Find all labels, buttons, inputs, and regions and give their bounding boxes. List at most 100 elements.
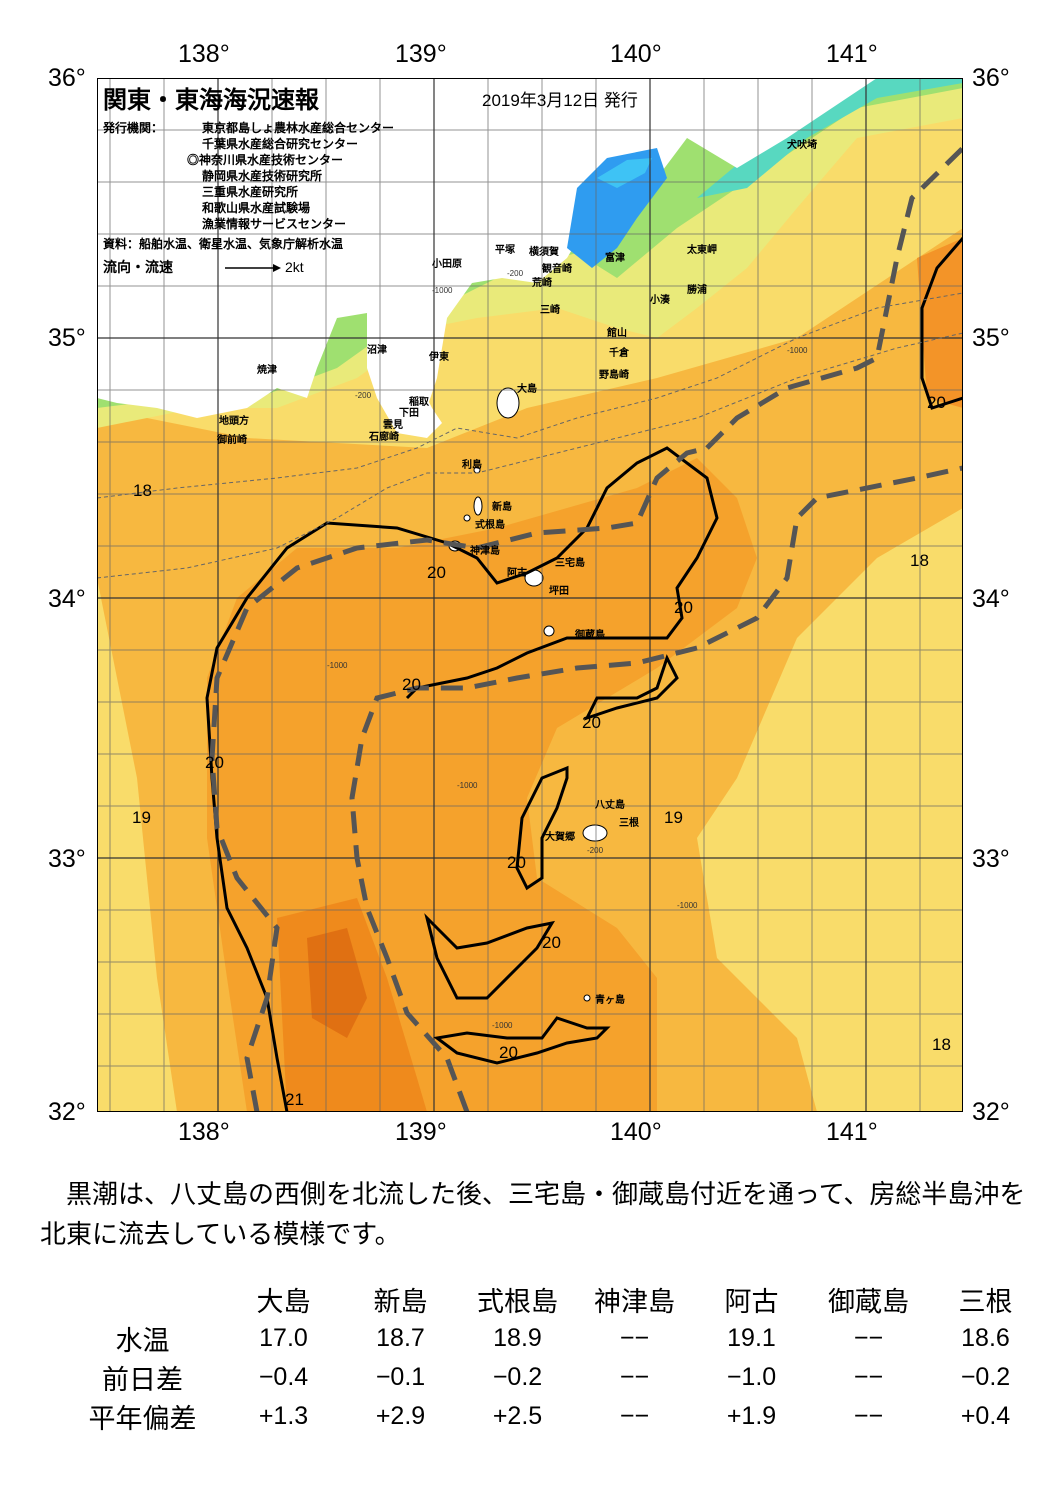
place-jitogata: 地頭方 [219, 414, 249, 427]
lat-label-right-36: 36° [972, 64, 1010, 92]
place-inubozaki: 犬吠埼 [787, 138, 817, 151]
current-legend-arrowhead [273, 264, 281, 272]
place-niijima: 新島 [492, 500, 512, 513]
table-cell: +2.5 [492, 1402, 543, 1430]
table-cell: −1.0 [726, 1363, 777, 1391]
aogashima-island [583, 994, 591, 1002]
table-cell: −− [853, 1324, 884, 1352]
table-cell: 19.1 [727, 1324, 776, 1352]
place-futtsu: 富津 [605, 251, 625, 264]
table-cell: −0.2 [960, 1363, 1011, 1391]
shikinejima-island [463, 514, 471, 522]
place-kozushima: 神津島 [470, 544, 500, 557]
lat-label-right-33: 33° [972, 845, 1010, 873]
isotherm-label-18: 18 [932, 1035, 951, 1054]
lon-label-bottom-139: 139° [395, 1118, 447, 1146]
place-misaki: 三崎 [540, 303, 560, 316]
depth-contour-200 [97, 292, 963, 499]
place-numazu: 沼津 [367, 343, 387, 356]
place-shikinejima: 式根島 [475, 518, 505, 531]
place-aogashima: 青ヶ島 [595, 993, 625, 1006]
table-cell: 18.7 [376, 1324, 425, 1352]
niijima-island [473, 496, 483, 516]
isotherm-label-20: 20 [542, 933, 561, 952]
column-header: 御蔵島 [828, 1287, 909, 1317]
lon-label-top-139: 139° [395, 40, 447, 68]
lat-label-left-34: 34° [48, 585, 86, 613]
isotherm-20c-south [424, 913, 556, 1000]
table-cell: −− [619, 1363, 650, 1391]
issue-date: 2019年3月12日 発行 [482, 91, 638, 110]
column-header: 三根 [958, 1287, 1013, 1317]
lat-label-left-36: 36° [48, 64, 86, 92]
place-toshima: 利島 [462, 458, 482, 471]
depth-label-1000: -1000 [492, 1021, 513, 1030]
agency-0: 東京都島しょ農林水産総合センター [202, 120, 394, 135]
depth-label-1000: -1000 [787, 346, 808, 355]
isotherm-label-20: 20 [927, 393, 946, 412]
isotherm-label-18: 18 [133, 481, 152, 500]
coastal-cyan-band [697, 78, 963, 198]
summary-text: 黒潮は、八丈島の西側を北流した後、三宅島・御蔵島付近を通って、房総半島沖を北東に… [40, 1180, 1026, 1250]
observation-table: 大島 新島 式根島 神津島 阿古 御蔵島 三根 水温 17.0 18.7 18.… [60, 1280, 1044, 1436]
isotherm-label-21: 21 [285, 1090, 304, 1109]
table-cell: +1.3 [258, 1402, 309, 1430]
place-kumomi: 雲見 [383, 419, 403, 431]
table-cell: −− [853, 1363, 884, 1391]
table-row: 水温 17.0 18.7 18.9 −− 19.1 −− 18.6 [60, 1319, 1044, 1358]
place-inatori: 稲取 [409, 395, 430, 408]
lon-label-top-141: 141° [826, 40, 878, 68]
agency-1: 千葉県水産総合研究センター [202, 136, 358, 151]
table-cell: 18.6 [961, 1324, 1010, 1352]
table-row: 平年偏差 +1.3 +2.9 +2.5 −− +1.9 −− +0.4 [60, 1397, 1044, 1436]
place-yokosuka: 横須賀 [529, 245, 559, 258]
current-legend-speed: 2kt [285, 259, 304, 275]
agency-3: 静岡県水産技術研究所 [202, 168, 322, 183]
isotherm-label-20: 20 [674, 598, 693, 617]
isotherm-label-20: 20 [427, 563, 446, 582]
place-arasaki: 荒崎 [531, 276, 552, 289]
izu-peninsula [367, 313, 442, 438]
column-header: 式根島 [477, 1287, 558, 1317]
table-cell: 18.9 [493, 1324, 542, 1352]
place-kannonzaki: 観音崎 [542, 262, 572, 275]
hachijojima-island [582, 824, 608, 842]
agency-5: 和歌山県水産試験場 [201, 200, 310, 215]
place-mikurajima: 御蔵島 [574, 628, 605, 641]
mikurajima-island [543, 625, 555, 637]
depth-label-1000: -1000 [327, 661, 348, 670]
row-label: 水温 [115, 1326, 170, 1356]
table-cell: −0.1 [375, 1363, 426, 1391]
place-oshima: 大島 [517, 382, 537, 395]
major-grid [97, 78, 963, 1112]
table-cell: −0.2 [492, 1363, 543, 1391]
isotherm-label-20: 20 [205, 753, 224, 772]
isotherm-20c-hachijo [515, 765, 569, 891]
table-cell: −− [853, 1402, 884, 1430]
isotherm-20c-north [405, 446, 719, 700]
depth-label-200: -200 [587, 846, 604, 855]
depth-label-1000: -1000 [432, 286, 453, 295]
place-yaizu: 焼津 [257, 363, 277, 376]
isotherm-label-20: 20 [507, 853, 526, 872]
table-cell: +0.4 [960, 1402, 1011, 1430]
table-cell: 17.0 [259, 1324, 308, 1352]
isotherm-20c-southeast [433, 1016, 611, 1065]
kuroshio-axis-inner [349, 465, 963, 1112]
oshima-island [496, 387, 520, 419]
lat-label-left-33: 33° [48, 845, 86, 873]
place-katsuura: 勝浦 [687, 283, 707, 296]
data-source: 資料：船舶水温、衛星水温、気象庁解析水温 [103, 236, 343, 251]
table-cell: +2.9 [375, 1402, 426, 1430]
lat-label-left-35: 35° [48, 324, 86, 352]
place-miyakejima: 三宅島 [555, 556, 585, 569]
current-legend-label: 流向・流速 [103, 259, 173, 275]
agencies-label: 発行機関： [102, 120, 163, 135]
isotherm-label-20: 20 [499, 1043, 518, 1062]
table-cell: +1.9 [726, 1402, 777, 1430]
isotherm-label-19: 19 [664, 808, 683, 827]
depth-label-1000: -1000 [457, 781, 478, 790]
table-row: 前日差 −0.4 −0.1 −0.2 −− −1.0 −− −0.2 [60, 1358, 1044, 1397]
lat-lon-grid [97, 78, 963, 1112]
place-okago: 大賀郷 [545, 830, 575, 843]
